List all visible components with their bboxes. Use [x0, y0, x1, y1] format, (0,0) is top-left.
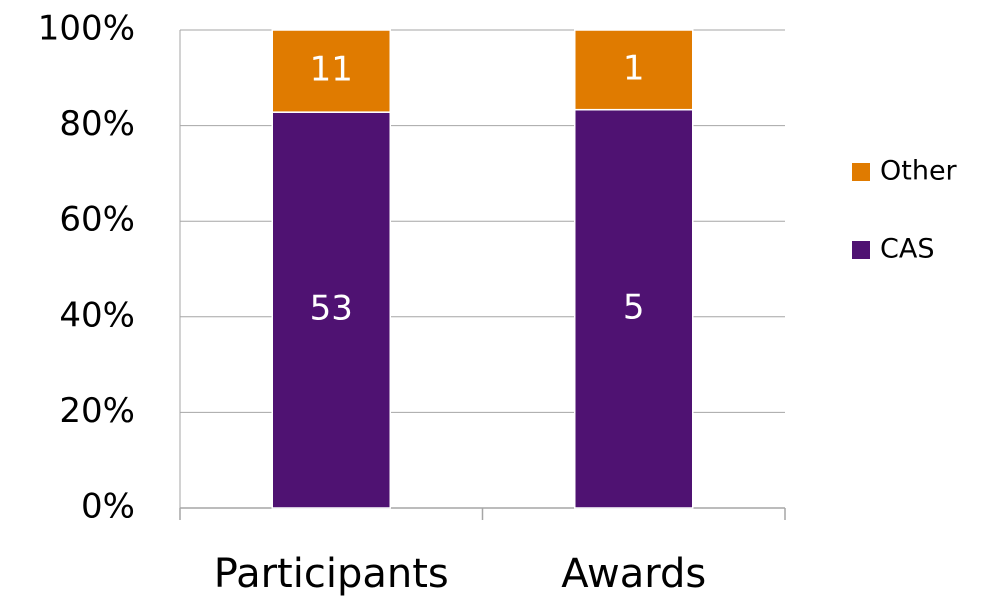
bar-segment [574, 29, 694, 111]
y-tick-label: 60% [59, 200, 135, 240]
bar-segment [271, 29, 391, 113]
x-tick-label: Awards [561, 551, 706, 596]
legend-swatch [852, 241, 870, 259]
bar-segment [574, 108, 694, 509]
x-tick-label: Participants [214, 551, 449, 596]
y-tick-label: 80% [59, 104, 135, 144]
legend-swatch [852, 163, 870, 181]
legend-label: Other [880, 156, 958, 187]
legend-label: CAS [880, 234, 934, 265]
data-label: 53 [310, 289, 353, 329]
y-tick-label: 20% [59, 391, 135, 431]
bar-segment [271, 111, 391, 509]
data-label: 11 [310, 50, 353, 90]
y-tick-label: 100% [38, 9, 135, 49]
y-tick-label: 0% [81, 487, 135, 527]
y-tick-label: 40% [59, 295, 135, 335]
data-label: 1 [623, 48, 645, 88]
data-label: 5 [623, 287, 645, 327]
